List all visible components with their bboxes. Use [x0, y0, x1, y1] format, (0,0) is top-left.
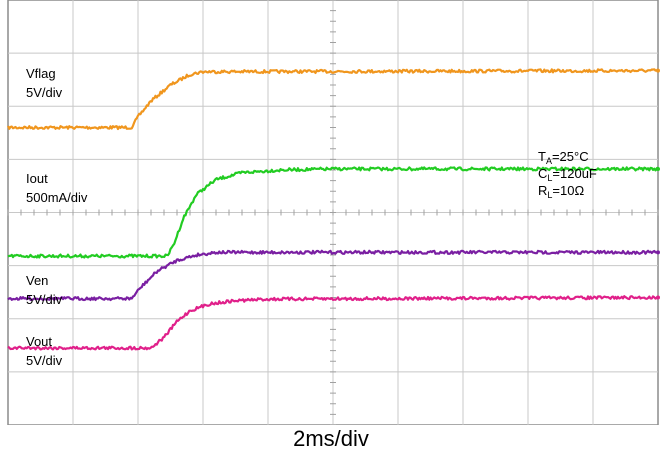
condition-rl: RL=10Ω	[538, 183, 584, 200]
channel-labels: Vflag 5V/div Iout 500mA/div Ven 5V/div Vout 5V/…	[26, 66, 88, 368]
oscilloscope-plot: Vflag 5V/div Iout 500mA/div Ven 5V/div Vout 5V/…	[7, 0, 660, 425]
channel-scale-ven: 5V/div	[26, 292, 63, 307]
channel-scale-vout: 5V/div	[26, 353, 63, 368]
grid	[7, 0, 659, 425]
trace-vflag	[7, 68, 659, 131]
trace-vout	[7, 295, 659, 351]
trace-ven	[7, 249, 659, 302]
condition-ta: TA=25°C	[538, 149, 589, 166]
channel-label-ven: Ven	[26, 273, 48, 288]
channel-label-vflag: Vflag	[26, 66, 56, 81]
traces	[7, 68, 660, 351]
condition-cl: CL=120uF	[538, 166, 597, 183]
channel-marker-vflag	[656, 68, 660, 73]
channel-marker-vout	[656, 295, 660, 300]
x-axis-label: 2ms/div	[293, 426, 369, 451]
channel-scale-iout: 500mA/div	[26, 190, 88, 205]
channel-marker-iout	[656, 166, 660, 171]
channel-marker-ven	[656, 250, 660, 255]
channel-label-iout: Iout	[26, 171, 48, 186]
channel-label-vout: Vout	[26, 334, 52, 349]
trace-iout	[7, 166, 659, 259]
channel-scale-vflag: 5V/div	[26, 85, 63, 100]
